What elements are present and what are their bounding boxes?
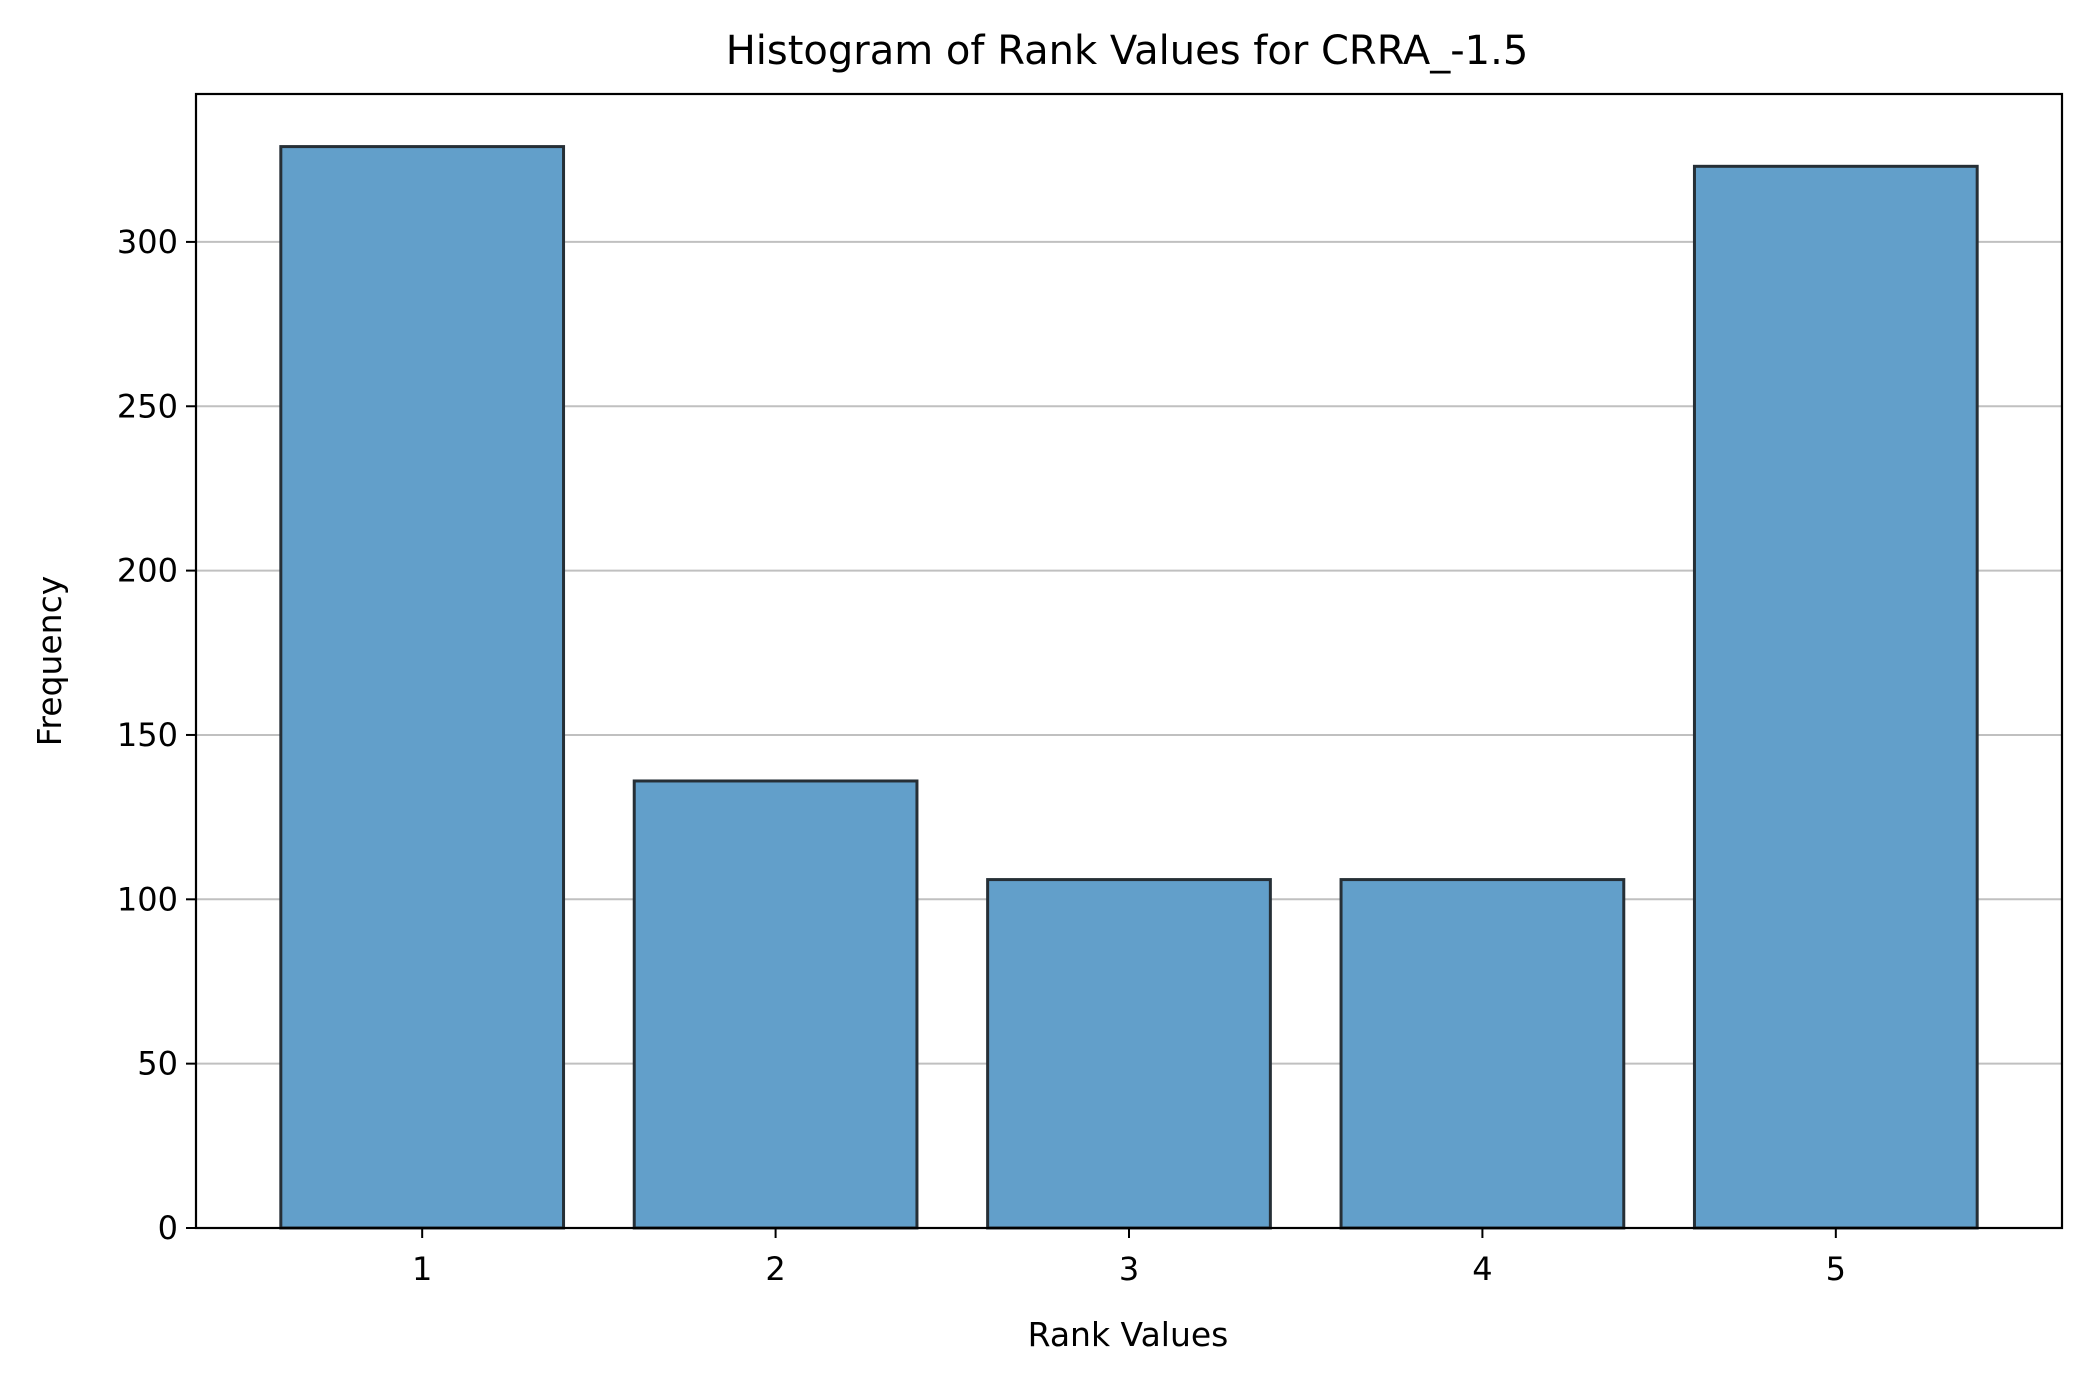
x-tick-label-5: 5 xyxy=(1826,1250,1846,1288)
bar-rank-5 xyxy=(1692,164,1979,1230)
y-tick-label-50: 50 xyxy=(137,1045,178,1083)
y-tick-label-300: 300 xyxy=(117,223,178,261)
y-tick-label-150: 150 xyxy=(117,716,178,754)
bars xyxy=(279,145,1979,1230)
bar-rank-4 xyxy=(1339,878,1626,1230)
bar-rank-3 xyxy=(986,878,1272,1230)
y-tick-label-100: 100 xyxy=(117,880,178,918)
y-tick-label-200: 200 xyxy=(117,552,178,590)
x-tick-label-1: 1 xyxy=(412,1250,432,1288)
bar-rank-2 xyxy=(632,779,919,1230)
bar-rank-1 xyxy=(279,145,566,1230)
y-axis-ticks: 0 50 100 150 200 250 300 xyxy=(117,223,196,1247)
x-tick-label-3: 3 xyxy=(1119,1250,1139,1288)
y-tick-label-0: 0 xyxy=(158,1209,178,1247)
x-tick-label-2: 2 xyxy=(765,1250,785,1288)
y-tick-label-250: 250 xyxy=(117,387,178,425)
x-tick-label-4: 4 xyxy=(1472,1250,1492,1288)
y-axis-label: Frequency xyxy=(30,576,69,746)
x-axis-ticks: 1 2 3 4 5 xyxy=(412,1228,1846,1288)
chart-title: Histogram of Rank Values for CRRA_-1.5 xyxy=(726,28,1529,74)
x-axis-label: Rank Values xyxy=(1028,1315,1229,1354)
